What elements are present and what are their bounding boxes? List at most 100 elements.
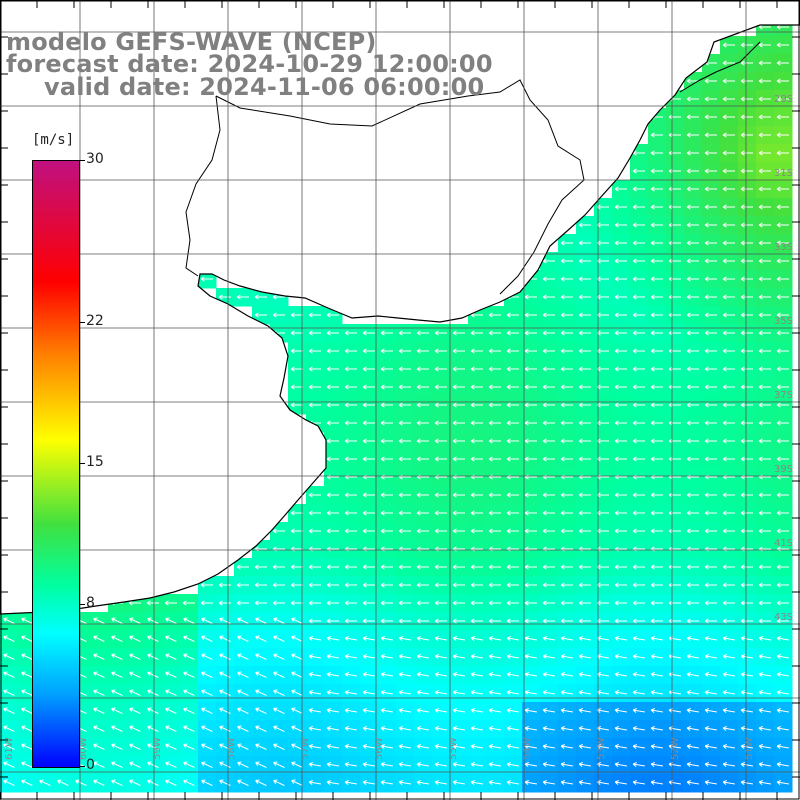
wind-arrow — [488, 780, 501, 785]
wind-arrow — [398, 528, 411, 534]
wind-arrow — [686, 402, 699, 408]
wind-arrow — [596, 348, 609, 354]
wind-arrow — [740, 744, 753, 749]
wind-arrow — [488, 726, 501, 731]
wind-arrow — [129, 743, 141, 750]
wind-arrow — [596, 402, 609, 408]
wind-arrow — [614, 654, 627, 659]
wind-arrow — [524, 744, 537, 749]
wind-arrow — [686, 348, 699, 354]
wind-arrow — [722, 384, 735, 390]
wind-arrow — [650, 582, 663, 588]
wind-arrow — [434, 564, 447, 570]
wind-arrow — [560, 618, 573, 624]
wind-arrow — [704, 762, 717, 767]
wind-arrow — [380, 636, 393, 641]
wind-arrow — [542, 618, 555, 624]
wind-arrow — [326, 438, 339, 444]
wind-arrow — [344, 564, 357, 570]
wind-arrow — [57, 779, 69, 786]
wind-arrow — [632, 204, 645, 210]
wind-arrow — [722, 780, 735, 785]
wind-arrow — [470, 600, 483, 606]
wind-arrow — [686, 654, 699, 659]
wind-arrow — [470, 402, 483, 408]
wind-arrow — [578, 366, 591, 372]
wind-arrow — [596, 492, 609, 498]
wind-arrow — [758, 240, 771, 246]
wind-arrow — [614, 744, 627, 749]
wind-arrow — [758, 114, 771, 120]
colorbar — [32, 160, 80, 768]
wind-arrow — [686, 312, 699, 318]
wind-arrow — [237, 707, 249, 714]
wind-arrow — [237, 671, 249, 678]
wind-arrow — [686, 672, 699, 677]
wind-arrow — [686, 240, 699, 246]
wind-arrow — [650, 186, 663, 192]
wind-arrow — [542, 438, 555, 444]
wind-arrow — [470, 582, 483, 588]
wind-arrow — [506, 312, 519, 318]
wind-arrow — [291, 671, 303, 678]
wind-arrow — [632, 348, 645, 354]
wind-arrow — [722, 60, 735, 66]
lon-label: 58W — [226, 737, 237, 760]
colorbar-tick-label: 15 — [86, 454, 104, 470]
wind-arrow — [632, 330, 645, 336]
wind-arrow — [308, 654, 321, 659]
wind-arrow — [578, 222, 591, 228]
wind-arrow — [632, 708, 645, 713]
wind-arrow — [470, 384, 483, 390]
wind-arrow — [326, 366, 339, 372]
wind-arrow — [219, 617, 231, 624]
wind-arrow — [758, 726, 771, 731]
wind-arrow — [344, 744, 357, 749]
wind-arrow — [686, 600, 699, 606]
wind-arrow — [740, 186, 753, 192]
wind-arrow — [488, 654, 501, 659]
wind-arrow — [434, 384, 447, 390]
wind-arrow — [722, 600, 735, 606]
wind-arrow — [219, 707, 231, 714]
lon-label: 60W — [78, 737, 89, 760]
wind-arrow — [398, 636, 411, 641]
wind-arrow — [686, 222, 699, 228]
wind-arrow — [740, 96, 753, 102]
wind-arrow — [614, 204, 627, 210]
wind-arrow — [722, 438, 735, 444]
wind-arrow — [111, 635, 123, 642]
wind-arrow — [308, 708, 321, 713]
wind-arrow — [506, 618, 519, 624]
wind-arrow — [362, 672, 375, 677]
wind-arrow — [308, 600, 321, 606]
wind-arrow — [614, 582, 627, 588]
wind-arrow — [776, 654, 789, 659]
wind-arrow — [722, 402, 735, 408]
wind-arrow — [758, 168, 771, 174]
wind-arrow — [632, 492, 645, 498]
lat-label: 39S — [774, 464, 793, 475]
wind-arrow — [578, 780, 591, 785]
wind-arrow — [21, 671, 33, 678]
wind-arrow — [93, 725, 105, 732]
wind-arrow — [758, 744, 771, 749]
wind-arrow — [542, 600, 555, 606]
wind-arrow — [452, 510, 465, 516]
wind-arrow — [614, 438, 627, 444]
wind-arrow — [362, 690, 375, 695]
wind-arrow — [740, 600, 753, 606]
wind-arrow — [758, 636, 771, 641]
wind-arrow — [200, 276, 213, 282]
wind-arrow — [614, 420, 627, 426]
wind-arrow — [380, 654, 393, 659]
wind-arrow — [416, 618, 429, 624]
wind-arrow — [93, 761, 105, 768]
wind-arrow — [686, 276, 699, 282]
wind-arrow — [326, 582, 339, 588]
wind-arrow — [686, 492, 699, 498]
wind-arrow — [578, 708, 591, 713]
wind-arrow — [380, 510, 393, 516]
